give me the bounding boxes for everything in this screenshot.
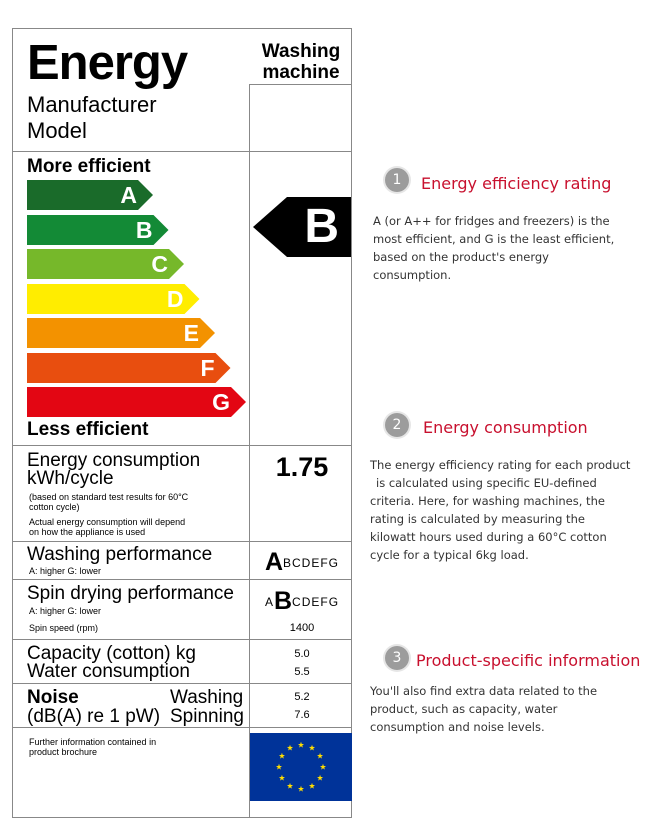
eu-star-icon [275, 763, 283, 770]
spin-performance-label: Spin drying performance [27, 583, 234, 604]
manufacturer-model: Manufacturer Model [27, 92, 157, 143]
divider [13, 579, 351, 580]
annotation-2-title: Energy consumption [423, 418, 588, 437]
divider [249, 84, 351, 85]
efficiency-bar-letter: C [151, 251, 168, 277]
annotation-3-number: 3 [385, 646, 409, 670]
column-divider-right [351, 84, 352, 818]
efficiency-bar-c: C [27, 249, 184, 279]
divider [13, 683, 351, 684]
eu-star-icon [297, 785, 305, 792]
eu-star-icon [286, 782, 294, 789]
noise-washing-value: 5.2 [294, 691, 310, 703]
rating-arrow [253, 197, 351, 257]
eu-star-icon [286, 744, 294, 751]
washing-performance-note: A: higher G: lower [29, 566, 102, 576]
consumption-value: 1.75 [275, 452, 329, 482]
efficiency-bar-letter: F [200, 354, 215, 381]
divider [13, 151, 351, 152]
efficiency-bar-letter: B [135, 216, 153, 243]
eu-star-icon [319, 763, 327, 770]
efficiency-bar-letter: A [120, 182, 137, 208]
consumption-note: (based on standard test results for 60°C… [29, 492, 189, 537]
noise-spinning-value: 7.6 [294, 709, 310, 721]
annotation-2-number: 2 [385, 413, 409, 437]
capacity-label: Capacity (cotton) kg [27, 643, 196, 664]
eu-stars-icon [275, 741, 327, 792]
noise-washing-label: Washing [170, 687, 244, 708]
less-efficient-label: Less efficient [27, 419, 149, 440]
eu-star-icon [308, 782, 316, 789]
noise-spinning-label: Spinning [170, 706, 244, 727]
annotation-2-body: The energy efficiency rating for each pr… [370, 458, 631, 562]
efficiency-bar-a: A [27, 180, 153, 210]
spin-performance-note: A: higher G: lower [29, 606, 102, 616]
capacity-value: 5.0 [294, 648, 310, 660]
eu-flag [250, 733, 352, 801]
annotation-3-title: Product-specific information [416, 651, 641, 670]
annotation-3-body: You'll also find extra data related to t… [370, 684, 598, 734]
rating-letter: B [304, 200, 339, 253]
efficiency-bar-g: G [27, 387, 246, 417]
eu-star-icon [278, 774, 285, 781]
label-title: Energy [27, 36, 188, 90]
eu-star-icon [317, 774, 324, 781]
appliance-type: Washing machine [261, 41, 341, 83]
efficiency-bar-letter: D [166, 285, 184, 312]
noise-label: Noise [27, 687, 79, 708]
efficiency-bar-f: F [27, 352, 231, 383]
eu-star-icon [278, 752, 285, 759]
eu-star-icon [297, 741, 305, 748]
efficiency-bar-letter: E [183, 320, 199, 346]
spin-speed-label: Spin speed (rpm) [29, 623, 99, 633]
divider [13, 727, 351, 728]
eu-star-icon [308, 744, 316, 751]
spin-performance-scale: ABCDEFG [264, 587, 340, 615]
divider [13, 541, 351, 542]
column-divider [249, 84, 250, 818]
further-info: Further information contained in product… [29, 737, 157, 757]
rating-arrow-label: B [253, 197, 351, 257]
annotation-1-number: 1 [385, 168, 409, 192]
energy-consumption-label: Energy consumption kWh/cycle [27, 450, 201, 489]
efficiency-bar-letter: G [212, 389, 230, 415]
eu-star-icon [317, 752, 324, 759]
energy-label: Energy Washing machine Manufacturer Mode… [12, 28, 352, 818]
washing-performance-label: Washing performance [27, 544, 213, 565]
water-consumption-label: Water consumption [27, 661, 190, 682]
water-value: 5.5 [294, 666, 310, 678]
annotation-1-body: A (or A++ for fridges and freezers) is t… [373, 214, 615, 282]
more-efficient-label: More efficient [27, 156, 151, 177]
efficiency-bar-d: D [27, 283, 200, 314]
efficiency-bar-b: B [27, 214, 169, 245]
spin-speed-value: 1400 [289, 622, 315, 634]
annotation-1-title: Energy efficiency rating [421, 174, 612, 193]
efficiency-bar-e: E [27, 318, 215, 348]
washing-performance-scale: ABCDEFG [264, 548, 340, 576]
noise-unit: (dB(A) re 1 pW) [27, 706, 161, 727]
divider [13, 445, 351, 446]
divider [13, 639, 351, 640]
